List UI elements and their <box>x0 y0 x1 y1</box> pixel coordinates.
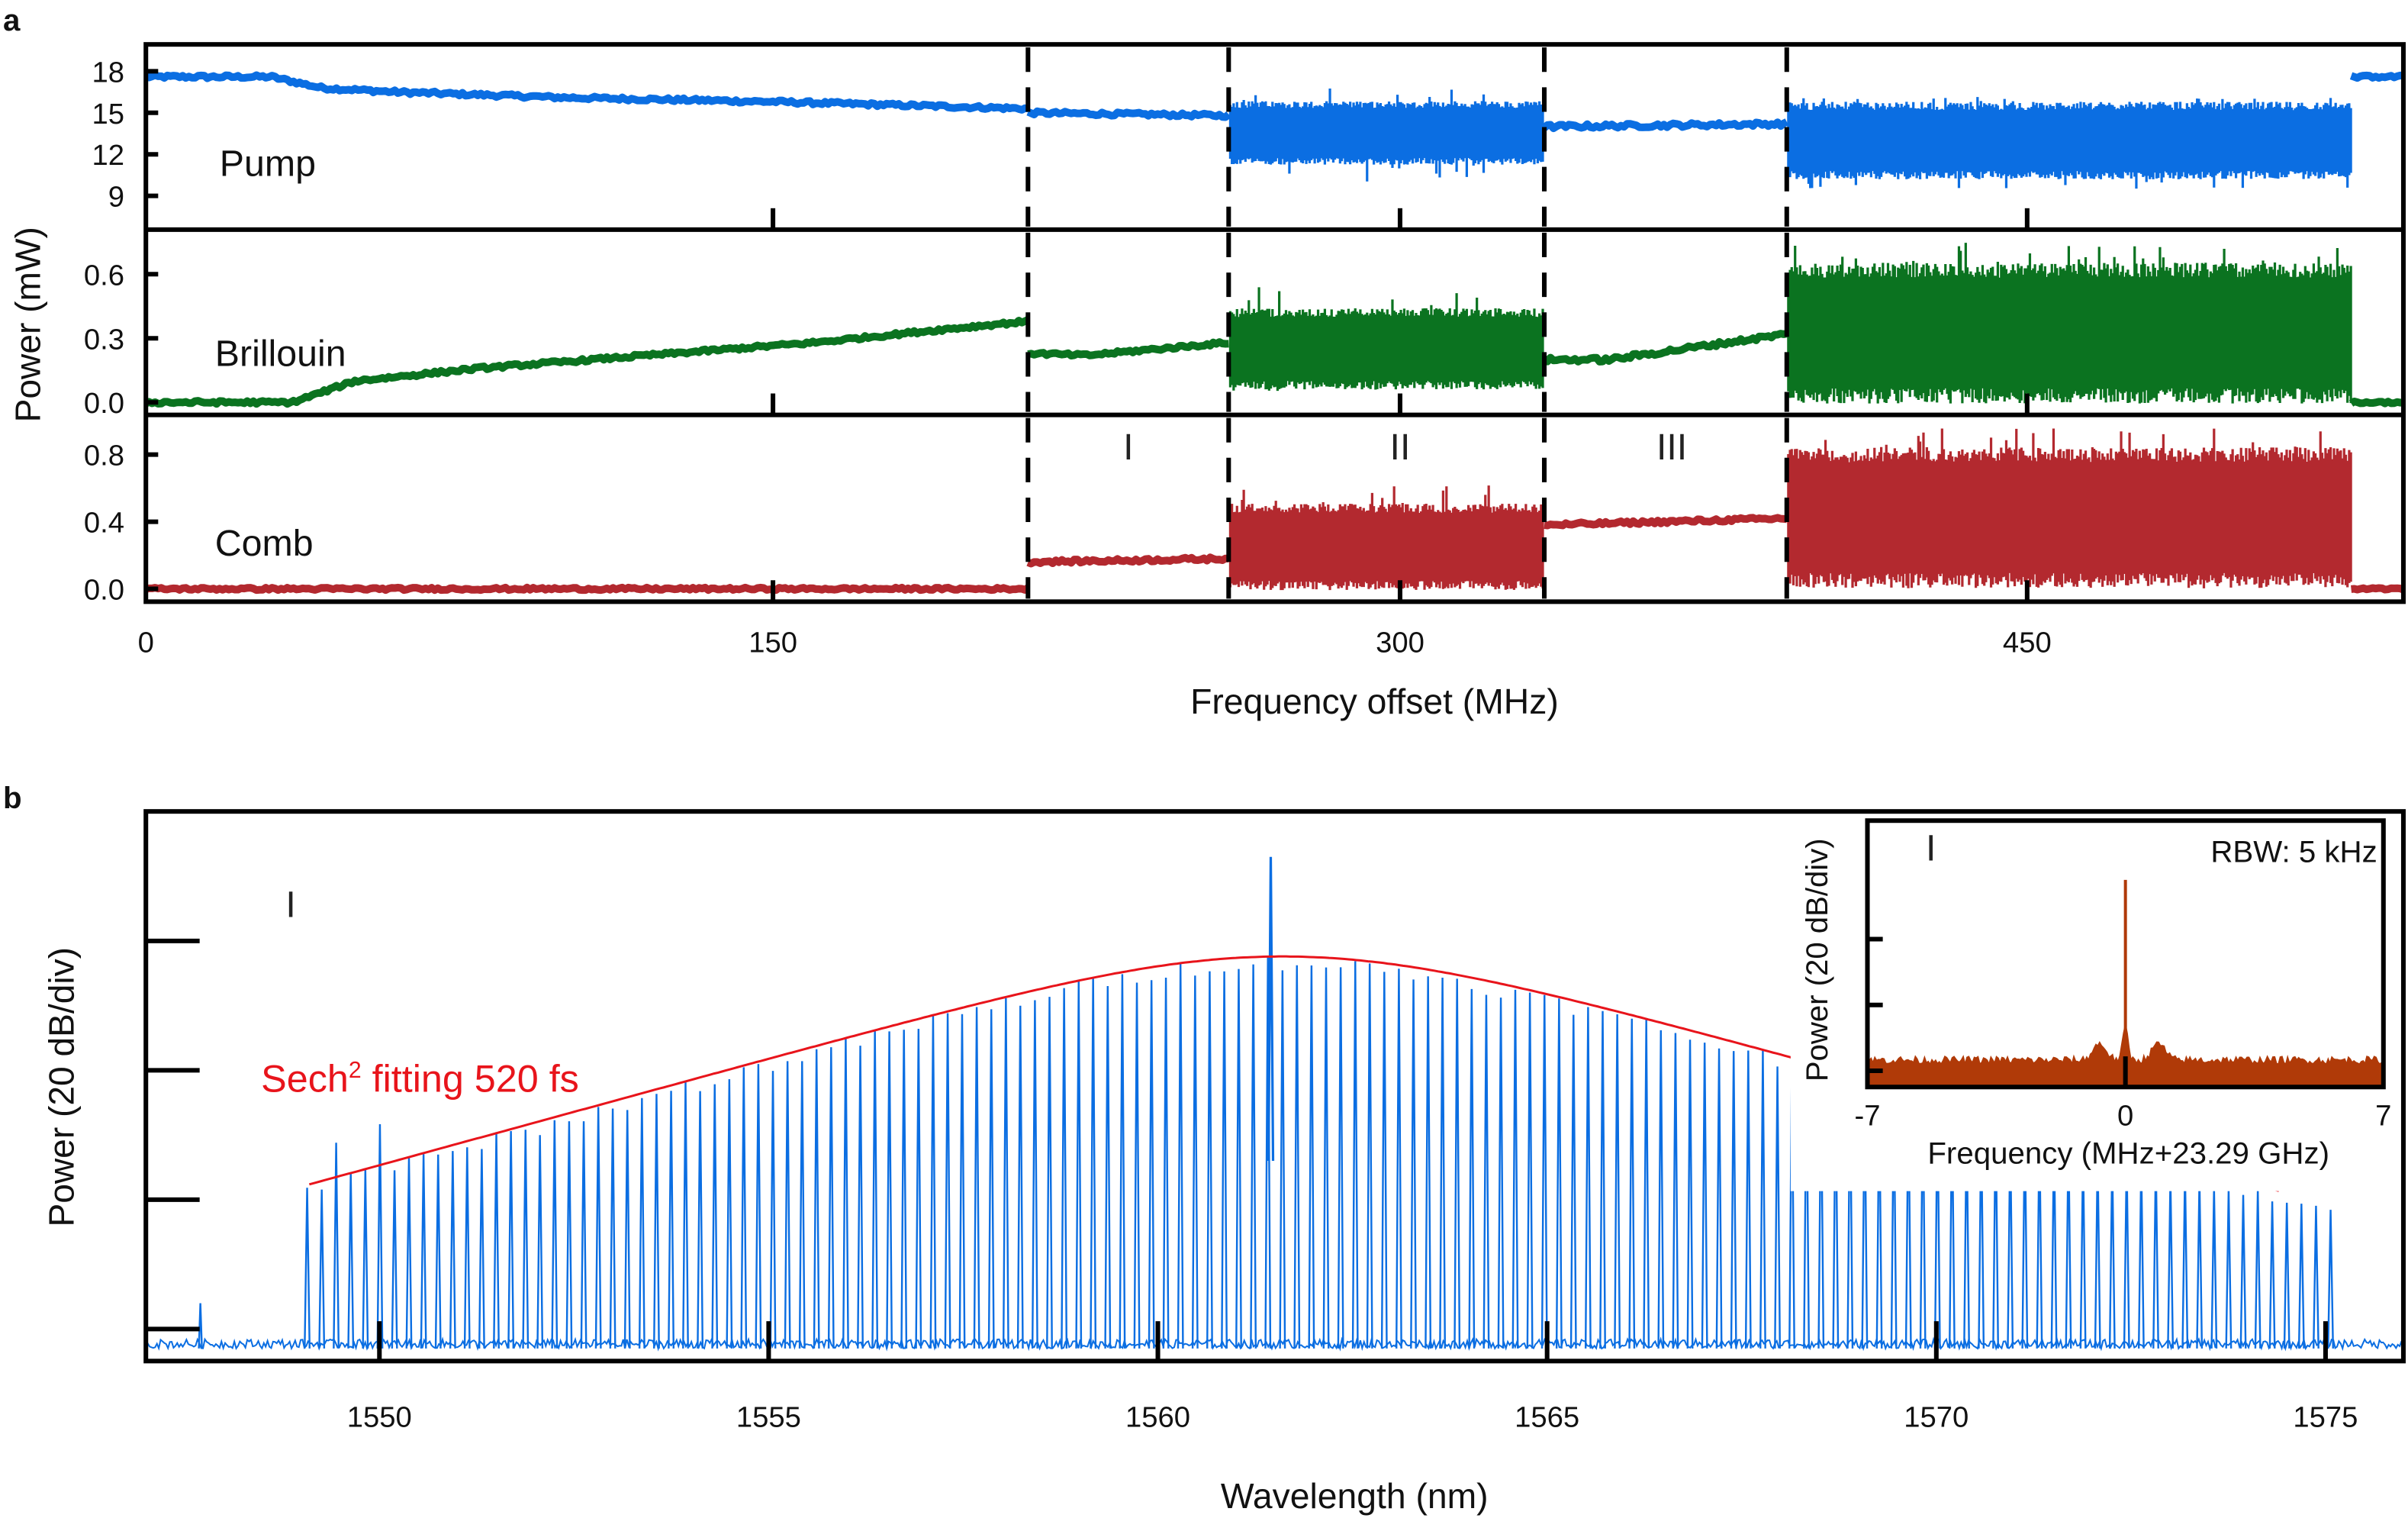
trace-segment-noisy <box>1228 287 1544 392</box>
y-tick-label: 0.8 <box>84 440 124 472</box>
x-tick-label: 1555 <box>736 1401 801 1434</box>
panel-b-x-axis-title: Wavelength (nm) <box>1221 1476 1489 1516</box>
inset-rbw-note: RBW: 5 kHz <box>2210 834 2377 869</box>
x-tick-label: 1570 <box>1904 1401 1969 1434</box>
trace-segment <box>1026 553 1230 568</box>
panel-a-x-ticks: 0 150 300 450 <box>138 208 2052 659</box>
trace-segment-noisy <box>1228 88 1544 182</box>
inset-region-label: I <box>1926 827 1936 869</box>
x-tick-label: 300 <box>1376 627 1425 659</box>
trace-segment <box>2348 397 2404 408</box>
panel-a: 9 12 15 18 0.0 0.3 0.6 0.0 0.4 0.8 0 150 300 450 Pum… <box>8 42 2406 721</box>
panel-b-frame <box>143 809 2406 1364</box>
trace-segment-noisy <box>1787 97 2352 189</box>
trace-segment-noisy <box>1787 243 2352 404</box>
panel-a-x-axis-title: Frequency offset (MHz) <box>1190 682 1559 721</box>
trace-segment <box>1027 338 1230 360</box>
region-label-III: III <box>1656 427 1687 468</box>
x-tick-label: 1550 <box>347 1401 412 1434</box>
inset-trace <box>1866 879 2384 1088</box>
x-tick-label: 150 <box>748 627 797 659</box>
x-tick-label: 1560 <box>1125 1401 1190 1434</box>
panel-b-ticks: 1550 1555 1560 1565 1570 1575 <box>146 938 2358 1434</box>
y-tick-label: 15 <box>92 98 125 131</box>
panel-b: 1550 1555 1560 1565 1570 1575 I Sech2 fitting… <box>42 809 2406 1516</box>
panel-b-y-axis-title: Power (20 dB/div) <box>42 947 82 1227</box>
panel-a-frame <box>143 42 2406 604</box>
y-tick-label: 0.0 <box>84 387 124 420</box>
trace-segment-noisy <box>1787 428 2352 588</box>
fit-annotation-superscript: 2 <box>349 1058 362 1083</box>
inset-x-tick-label: 7 <box>2375 1099 2391 1132</box>
trace-pump <box>144 71 2404 189</box>
trace-segment <box>144 71 1029 114</box>
inset-beat-note: -7 0 7 I RBW: 5 kHz Frequency (MHz+23.29 G… <box>1790 816 2396 1191</box>
trace-segment <box>145 583 1031 595</box>
trace-segment <box>1541 118 1789 133</box>
pump-line <box>1267 856 1275 1162</box>
y-tick-label: 18 <box>92 56 125 89</box>
y-tick-label: 0.3 <box>84 323 124 356</box>
region-label-II: II <box>1390 427 1411 468</box>
panel-b-frame-rect <box>143 809 2406 1364</box>
panel-label-a: a <box>3 3 21 37</box>
inset-x-tick-label: 0 <box>2117 1099 2133 1132</box>
inset-background <box>1790 816 2396 1191</box>
y-tick-label: 9 <box>108 181 124 214</box>
panel-label-b: b <box>3 781 22 815</box>
trace-segment <box>143 316 1030 408</box>
trace-segment <box>1544 514 1788 530</box>
y-tick-label: 0.6 <box>84 259 124 292</box>
panel-a-y-ticks: 9 12 15 18 0.0 0.3 0.6 0.0 0.4 0.8 <box>84 56 159 607</box>
trace-segment <box>1026 107 1231 121</box>
y-tick-label: 12 <box>92 139 125 172</box>
trace-comb <box>145 428 2405 595</box>
inset-x-axis-title: Frequency (MHz+23.29 GHz) <box>1927 1136 2329 1171</box>
inset-y-axis-title: Power (20 dB/div) <box>1800 838 1834 1081</box>
trace-brillouin <box>143 243 2404 408</box>
panel-a-y-axis-title: Power (mW) <box>8 227 47 422</box>
fit-annotation-sech: Sech <box>261 1057 349 1100</box>
inset-x-tick-label: -7 <box>1855 1099 1881 1132</box>
sech2-fit-annotation: Sech2 fitting 520 fs <box>261 1057 579 1100</box>
trace-label-comb: Comb <box>215 523 314 564</box>
x-tick-label: 1575 <box>2293 1401 2358 1434</box>
region-label-I: I <box>1123 427 1133 468</box>
trace-segment <box>2350 584 2405 594</box>
noise-floor <box>145 1336 2403 1352</box>
trace-label-brillouin: Brillouin <box>215 334 346 375</box>
x-tick-label: 0 <box>138 627 154 659</box>
inset-ticks: -7 0 7 <box>1855 936 2391 1132</box>
panel-b-region-label: I <box>285 885 295 926</box>
trace-segment <box>2349 71 2404 82</box>
panel-a-traces <box>143 71 2405 595</box>
y-tick-label: 0.4 <box>84 507 124 540</box>
region-labels: I II III <box>1123 427 1687 468</box>
trace-label-pump: Pump <box>220 143 316 185</box>
fit-annotation-rest: fitting 520 fs <box>362 1057 579 1100</box>
x-tick-label: 1565 <box>1515 1401 1579 1434</box>
panel-a-region-boundaries <box>1025 47 1789 599</box>
x-tick-label: 450 <box>2003 627 2052 659</box>
trace-segment <box>1541 330 1788 366</box>
trace-segment-noisy <box>1228 485 1544 591</box>
side-line <box>198 1303 203 1349</box>
y-tick-label: 0.0 <box>84 574 124 607</box>
